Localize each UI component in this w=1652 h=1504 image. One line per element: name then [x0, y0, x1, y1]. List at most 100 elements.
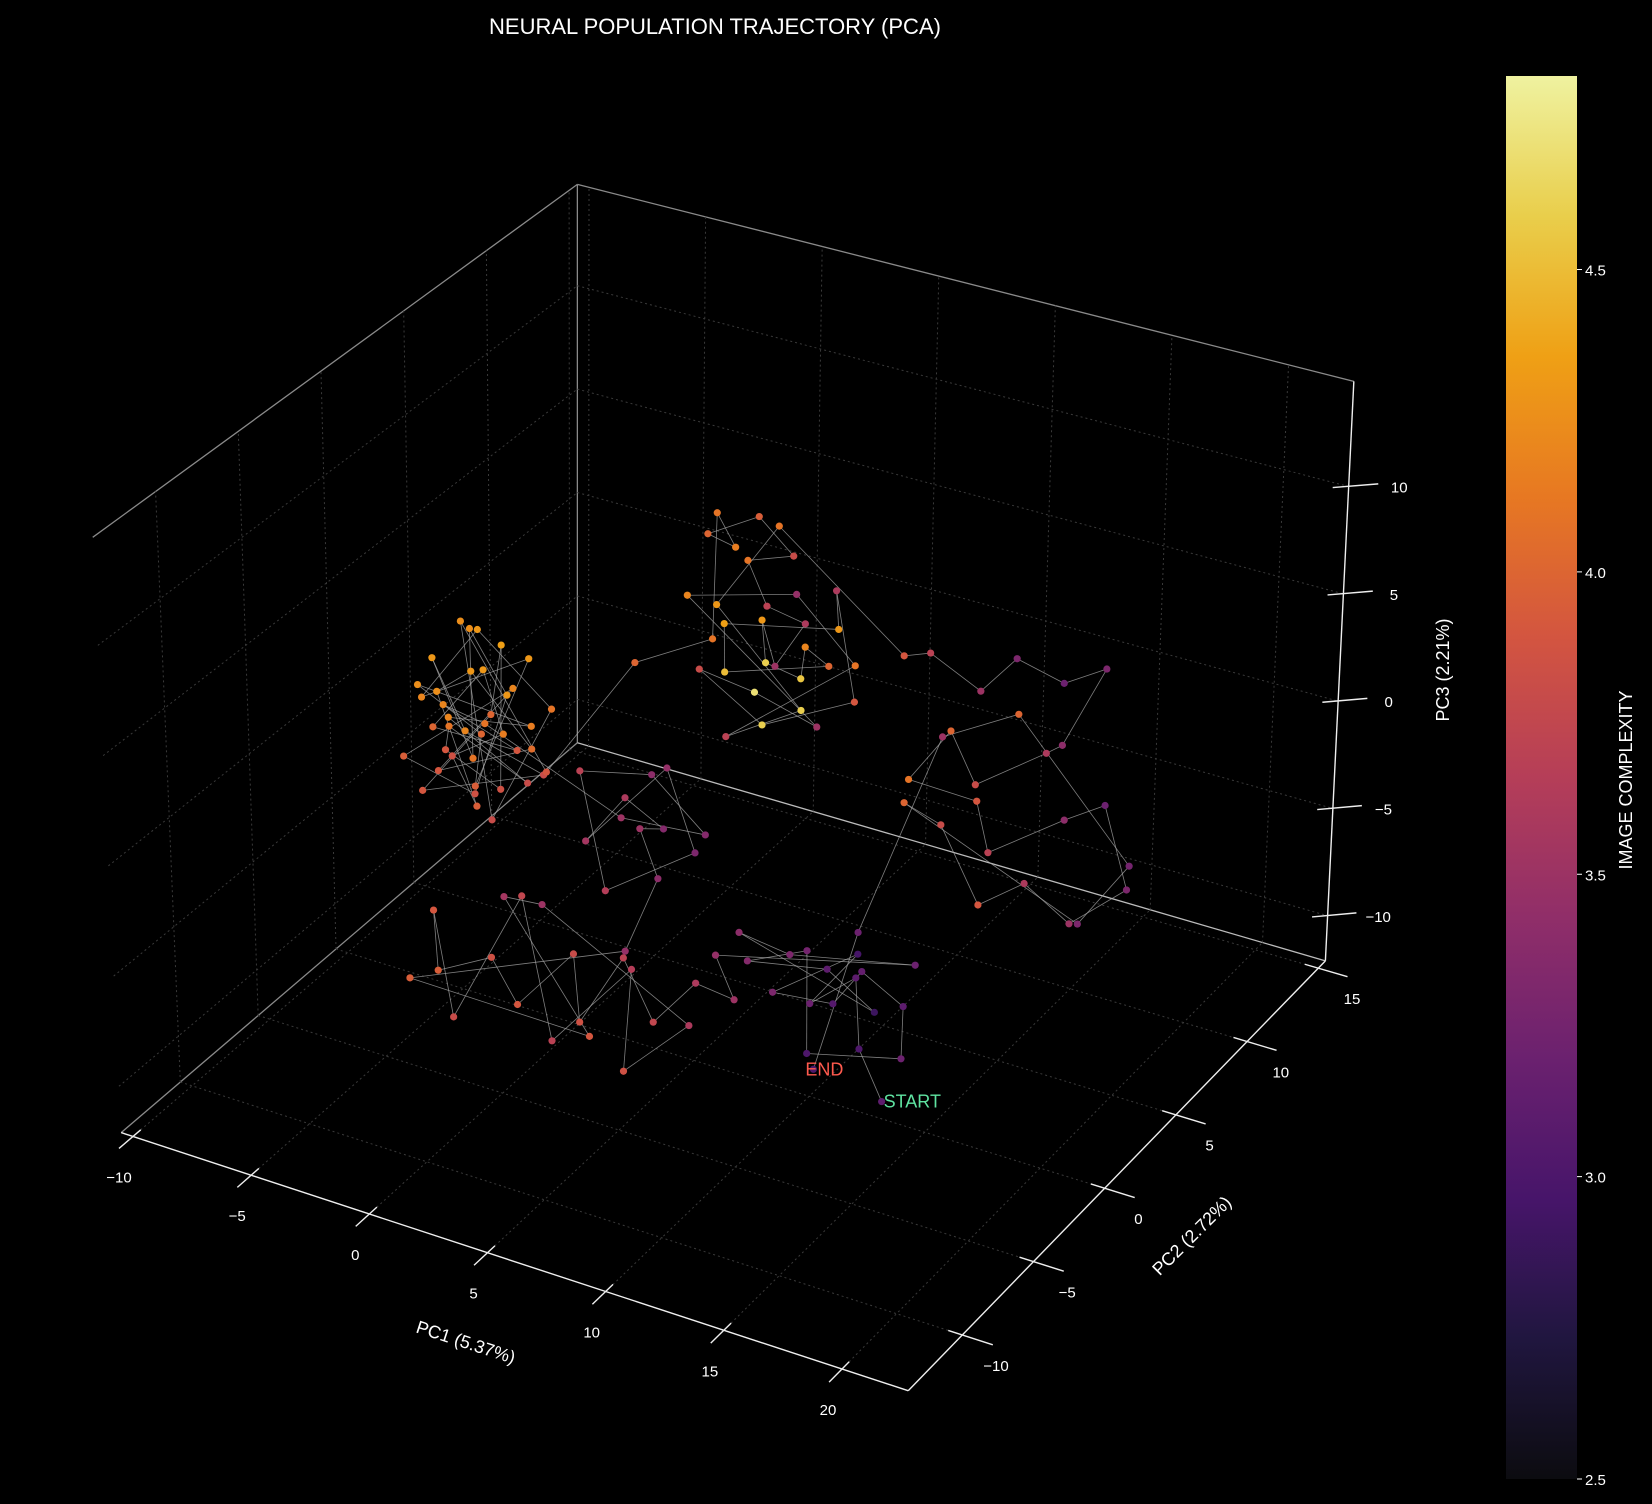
- data-point: [627, 965, 636, 973]
- trajectory-segment: [453, 895, 523, 1018]
- data-point: [631, 658, 639, 667]
- data-point: [1125, 862, 1133, 870]
- data-point: [576, 1018, 584, 1026]
- colorbar-ticks: 2.5 3.0 3.5 4.0 4.5: [1577, 263, 1606, 1489]
- data-point: [500, 892, 508, 901]
- data-point: [445, 722, 453, 730]
- trajectory-segment: [813, 932, 859, 1070]
- data-point: [904, 775, 913, 784]
- data-point: [803, 1049, 811, 1058]
- data-point: [977, 687, 985, 695]
- trajectory-segment: [1064, 668, 1108, 684]
- y-tick-label: 10: [1272, 1064, 1289, 1081]
- trajectory-segment: [482, 669, 504, 735]
- trajectory-segment: [806, 1053, 902, 1060]
- trajectory-segment: [433, 910, 455, 1017]
- grid-line: [102, 388, 578, 756]
- data-point: [448, 752, 456, 760]
- trajectory-segment: [605, 852, 696, 892]
- trajectory-lines: [403, 512, 1130, 1102]
- grid-line: [320, 371, 337, 950]
- data-point: [695, 665, 703, 673]
- trajectory-segment: [634, 638, 713, 663]
- data-point: [439, 701, 447, 709]
- data-point: [487, 710, 495, 719]
- trajectory-segment: [699, 668, 763, 726]
- trajectory-segment: [836, 590, 840, 630]
- trajectory-segment: [761, 701, 855, 726]
- axis-panes: [92, 183, 1354, 1134]
- trajectory-segment: [421, 629, 478, 698]
- grid-line: [132, 745, 589, 1137]
- data-point: [878, 1097, 886, 1106]
- data-point: [870, 1008, 878, 1016]
- data-point: [1060, 679, 1068, 687]
- trajectory-segment: [1023, 883, 1070, 925]
- trajectory-segment: [579, 957, 624, 1023]
- trajectory-segment: [715, 954, 916, 966]
- data-point: [852, 974, 860, 982]
- trajectory-segment: [551, 969, 632, 1042]
- data-point: [854, 928, 862, 937]
- trajectory-segment: [908, 779, 977, 802]
- data-point: [801, 643, 809, 651]
- trajectory-segment: [521, 895, 553, 1041]
- grid-line: [335, 948, 1105, 1189]
- trajectory-segment: [460, 621, 493, 820]
- data-point: [835, 625, 843, 634]
- data-point: [823, 965, 831, 973]
- data-point: [576, 767, 584, 775]
- x-tick-label: −5: [229, 1208, 246, 1225]
- trajectory-segment: [903, 802, 942, 826]
- z-tick: [1332, 483, 1379, 489]
- trajectory-segment: [541, 904, 690, 1026]
- data-point: [851, 662, 859, 670]
- x-tick: [236, 1167, 260, 1188]
- trajectory-segment: [1064, 805, 1106, 821]
- data-point: [735, 928, 743, 936]
- y-tick: [1233, 1036, 1277, 1052]
- y-tick: [947, 1329, 994, 1346]
- trajectory-segment: [809, 953, 859, 1004]
- trajectory-segment: [975, 752, 1047, 786]
- grid-line: [569, 748, 1319, 969]
- trajectory-segment: [900, 1006, 904, 1059]
- data-point: [900, 652, 908, 660]
- trajectory-segment: [409, 977, 590, 1037]
- data-point: [503, 691, 511, 699]
- trajectory-segment: [826, 968, 875, 1013]
- axes: [118, 381, 1379, 1392]
- trajectory-segment: [474, 734, 482, 787]
- data-point: [713, 600, 721, 609]
- trajectory-segment: [1062, 668, 1108, 746]
- data-point: [461, 727, 469, 735]
- trajectory-segment: [474, 695, 508, 794]
- trajectory-segment: [436, 670, 471, 692]
- data-point: [683, 591, 691, 599]
- data-point: [488, 816, 496, 824]
- trajectory-segment: [903, 802, 1078, 925]
- trajectory-segment: [687, 594, 818, 728]
- grid-line: [485, 250, 493, 816]
- pane-edge: [577, 183, 1354, 383]
- trajectory-segment: [980, 658, 1018, 692]
- trajectory-segment: [469, 628, 474, 759]
- trajectory-segment: [976, 801, 989, 853]
- data-point: [974, 901, 982, 909]
- trajectory-segment: [491, 708, 552, 821]
- trajectory-segment: [451, 755, 478, 807]
- data-point: [858, 967, 866, 976]
- x-tick: [355, 1206, 378, 1227]
- data-point: [513, 746, 521, 755]
- trajectory-segment: [503, 896, 590, 1037]
- data-point: [527, 722, 535, 730]
- grid-line: [97, 285, 578, 646]
- trajectory-segment: [766, 605, 806, 625]
- data-point: [829, 1000, 837, 1008]
- y-tick-label: 5: [1205, 1138, 1213, 1155]
- data-point: [636, 825, 644, 833]
- grid-line: [577, 388, 1344, 595]
- trajectory-segment: [695, 982, 735, 1001]
- data-point: [509, 684, 517, 692]
- data-point: [582, 837, 590, 845]
